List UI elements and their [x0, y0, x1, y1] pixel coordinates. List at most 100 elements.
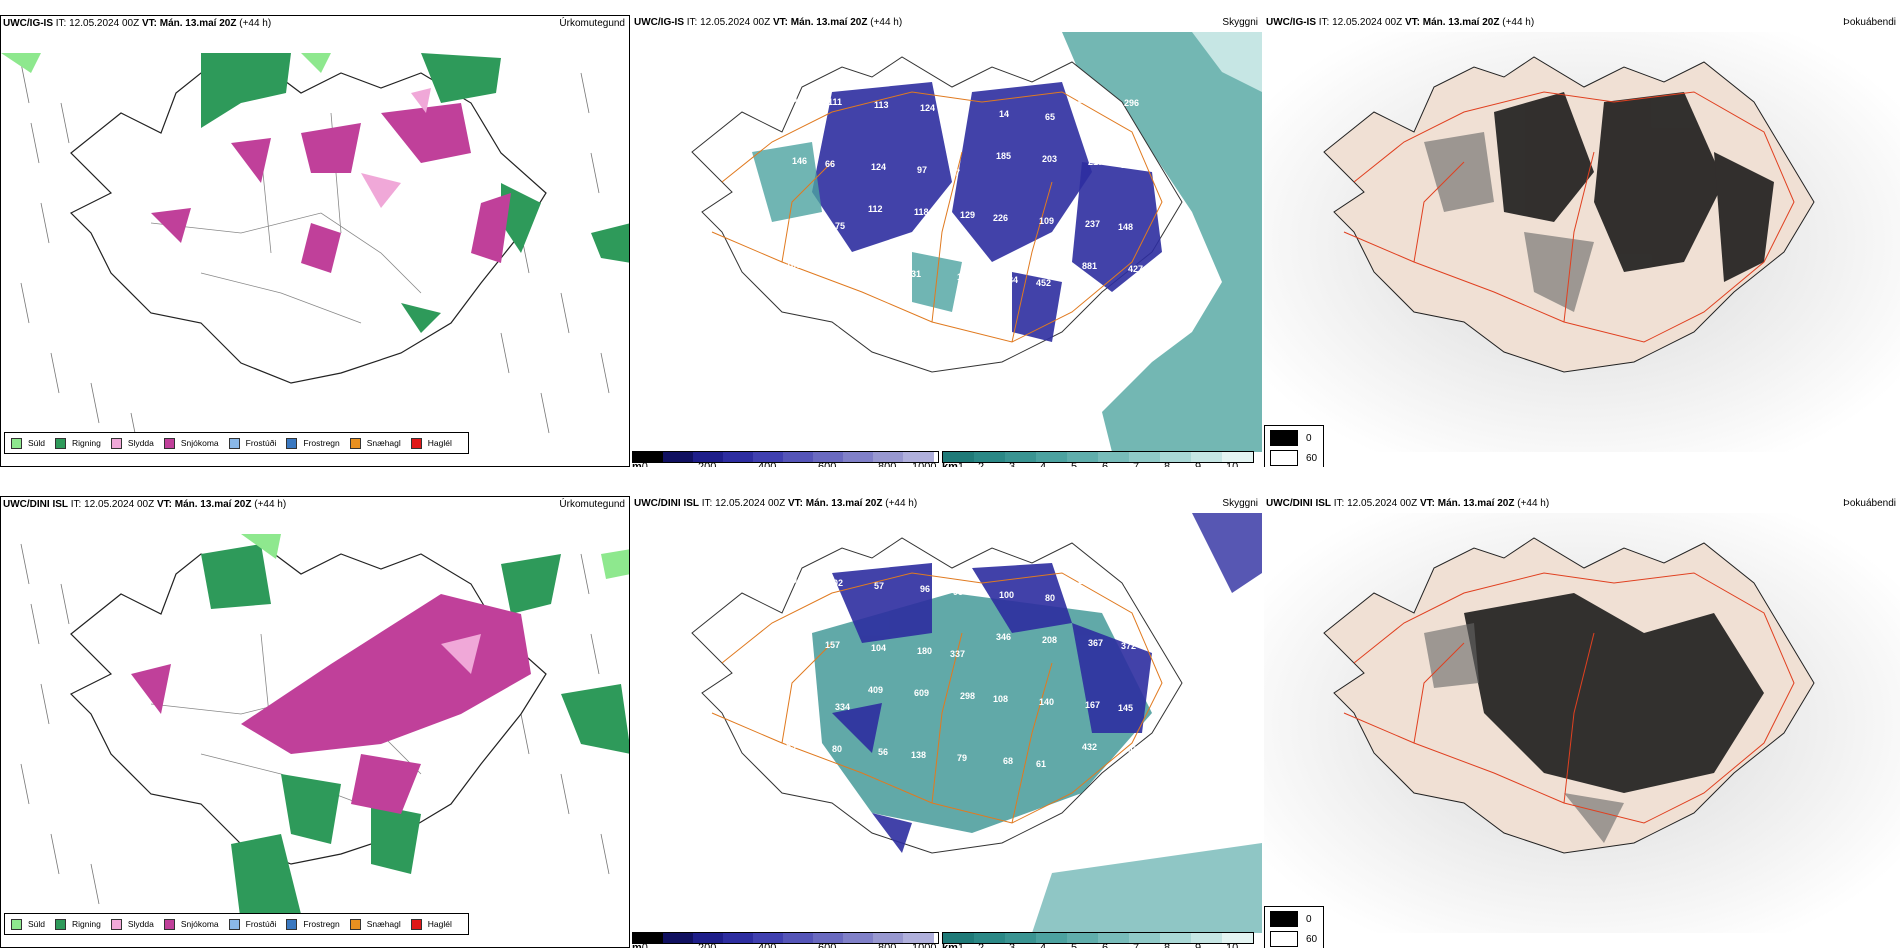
fog-legend-item: 0	[1270, 911, 1318, 927]
legend-swatch	[11, 918, 22, 930]
road-network	[711, 572, 1163, 824]
fog-legend: 0 60	[1264, 425, 1324, 467]
visibility-value-label: 385	[1124, 579, 1139, 589]
legend-item: Slydda	[110, 918, 154, 930]
visibility-value-label: 68	[1003, 756, 1013, 766]
legend-item: Slydda	[110, 437, 154, 449]
visibility-value-label: 70	[783, 322, 793, 332]
panel-title: Þokuábendi	[1843, 17, 1896, 28]
fog-map	[1264, 513, 1900, 933]
visibility-value-label: 337	[950, 649, 965, 659]
visibility-value-label: 296	[1124, 98, 1139, 108]
panel-header: UWC/IG-IS IT: 12.05.2024 00Z VT: Mán. 13…	[3, 18, 272, 29]
visibility-value-label: 367	[1088, 638, 1103, 648]
visibility-value-label: 432	[1082, 742, 1097, 752]
visibility-value-label: 226	[993, 213, 1008, 223]
visibility-value-label: 104	[871, 643, 886, 653]
legend-swatch	[1270, 911, 1298, 927]
fog-dark-areas	[1494, 92, 1774, 282]
fog-panel-dini: UWC/DINI ISL IT: 12.05.2024 00Z VT: Mán.…	[1264, 496, 1900, 948]
fog-legend-item: 0	[1270, 430, 1318, 446]
legend-swatch	[349, 437, 361, 449]
panel-header: UWC/DINI ISL IT: 12.05.2024 00Z VT: Mán.…	[1266, 498, 1550, 509]
visibility-value-label: 218	[783, 803, 798, 813]
legend-swatch	[11, 437, 22, 449]
visibility-value-label: 148	[1118, 222, 1133, 232]
visibility-value-label: 31	[911, 269, 921, 279]
legend-swatch	[110, 918, 122, 930]
visibility-value-label: 222	[1078, 576, 1093, 586]
legend-swatch	[410, 918, 422, 930]
visibility-value-label: 427	[1128, 264, 1143, 274]
rain-areas	[201, 544, 629, 924]
sleet-areas	[361, 88, 431, 208]
visibility-value-label: 409	[868, 685, 883, 695]
visibility-value-label: 55	[832, 263, 842, 273]
drizzle-areas	[241, 534, 629, 579]
legend-swatch	[163, 918, 175, 930]
visibility-value-label: 452	[1036, 278, 1051, 288]
visibility-map: 105 111 113 124 103 14 65 80 296 146 66 124 97 77 185 2…	[691, 32, 1262, 452]
low-vis-areas	[832, 563, 1152, 853]
legend-swatch	[55, 918, 67, 930]
visibility-value-label: 190	[782, 575, 797, 585]
visibility-value-label: 95	[953, 587, 963, 597]
iceland-outline	[69, 62, 547, 384]
legend-swatch	[286, 918, 298, 930]
fog-legend: 0 60	[1264, 906, 1324, 948]
visibility-value-label: 185	[996, 151, 1011, 161]
legend-item: Rigning	[55, 437, 101, 449]
road-network	[1343, 572, 1795, 824]
panel-title: Úrkomutegund	[559, 18, 625, 29]
visibility-panel-dini: UWC/DINI ISL IT: 12.05.2024 00Z VT: Mán.…	[632, 496, 1262, 948]
fog-legend-item: 60	[1270, 450, 1318, 466]
visibility-value-label: 556	[789, 699, 804, 709]
visibility-value-label: 65	[1045, 112, 1055, 122]
precip-map	[1, 53, 629, 454]
visibility-value-label: 112	[868, 204, 883, 214]
visibility-value-label: 129	[960, 210, 975, 220]
visibility-value-label: 196	[957, 272, 972, 282]
legend-swatch	[228, 437, 240, 449]
panel-title: Úrkomutegund	[559, 499, 625, 510]
legend-item: Haglél	[410, 918, 452, 930]
visibility-colorbar-km	[942, 932, 1254, 944]
precip-legend: Súld Rigning Slydda Snjókoma Frostúði Fr…	[4, 432, 469, 454]
legend-swatch	[349, 918, 361, 930]
visibility-panel-igis: UWC/IG-IS IT: 12.05.2024 00Z VT: Mán. 13…	[632, 15, 1262, 467]
visibility-value-label: 85	[786, 741, 796, 751]
visibility-value-label: 237	[1085, 219, 1100, 229]
visibility-value-label: 77	[950, 168, 960, 178]
visibility-value-label: 346	[996, 632, 1011, 642]
visibility-value-label: 184	[1003, 275, 1018, 285]
visibility-value-label: 217	[1088, 157, 1103, 167]
fog-map	[1264, 32, 1900, 452]
visibility-value-label: 108	[993, 694, 1008, 704]
visibility-value-label: 66	[825, 159, 835, 169]
visibility-value-label: 124	[871, 162, 886, 172]
legend-swatch	[1270, 430, 1298, 446]
wind-barbs	[20, 543, 610, 905]
fog-panel-igis: UWC/IG-IS IT: 12.05.2024 00Z VT: Mán. 13…	[1264, 15, 1900, 467]
legend-swatch	[55, 437, 67, 449]
visibility-colorbar-km	[942, 451, 1254, 463]
visibility-value-label: 609	[914, 688, 929, 698]
legend-item: Súld	[11, 918, 45, 930]
precip-panel-dini: UWC/DINI ISL IT: 12.05.2024 00Z VT: Mán.…	[0, 496, 630, 948]
panel-header: UWC/DINI ISL IT: 12.05.2024 00Z VT: Mán.…	[634, 498, 918, 509]
legend-item: Snjókoma	[163, 437, 219, 449]
legend-swatch	[163, 437, 175, 449]
legend-swatch	[1270, 931, 1298, 947]
visibility-value-label: 140	[1039, 697, 1054, 707]
visibility-value-label: 102	[1121, 160, 1136, 170]
fog-legend-item: 60	[1270, 931, 1318, 947]
drizzle-areas	[1, 53, 331, 73]
visibility-value-labels: 105 111 113 124 103 14 65 80 296 146 66 124 97 77 185 2…	[782, 94, 1143, 335]
road-network	[1343, 91, 1795, 343]
visibility-value-label: 23	[829, 325, 839, 335]
legend-item: Snjókoma	[163, 918, 219, 930]
snow-areas	[131, 594, 531, 814]
legend-item: Snæhagl	[349, 437, 401, 449]
visibility-value-label: 79	[957, 753, 967, 763]
visibility-value-label: 334	[835, 702, 850, 712]
